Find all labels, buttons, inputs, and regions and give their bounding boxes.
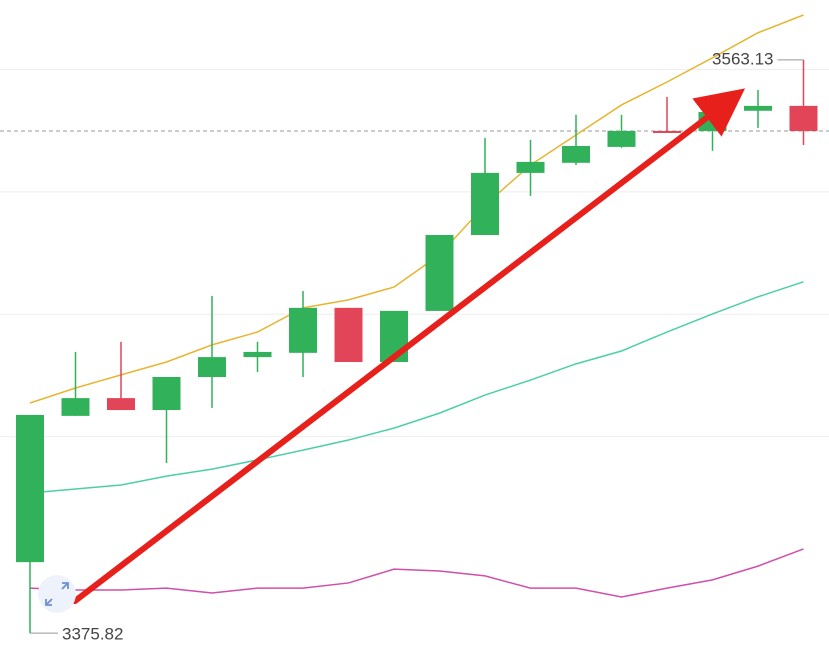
candle-body bbox=[61, 398, 90, 416]
expand-button[interactable] bbox=[38, 575, 76, 613]
candle-body bbox=[425, 235, 454, 311]
candle-body bbox=[653, 130, 681, 133]
low-label: 3375.82 bbox=[62, 625, 123, 644]
annotations: 3563.13 3375.82 bbox=[30, 49, 804, 644]
candle-body bbox=[198, 357, 226, 378]
candle-body bbox=[562, 145, 590, 163]
candle-body bbox=[334, 307, 363, 363]
lines bbox=[29, 14, 804, 598]
ma-line bbox=[29, 281, 804, 494]
candles bbox=[16, 59, 818, 634]
ma-line bbox=[29, 548, 804, 598]
trend-arrow bbox=[72, 88, 746, 604]
candle-body bbox=[607, 130, 636, 147]
candle-body bbox=[516, 161, 545, 173]
candle-body bbox=[471, 172, 499, 236]
candle-body bbox=[243, 351, 272, 358]
candle-body bbox=[744, 105, 772, 111]
candle-body bbox=[789, 105, 818, 131]
candle-body bbox=[16, 414, 44, 563]
ma-line bbox=[29, 14, 804, 404]
candle-body bbox=[152, 377, 181, 411]
high-label: 3563.13 bbox=[712, 49, 773, 68]
candle-body bbox=[107, 398, 135, 411]
candle-body bbox=[289, 307, 317, 353]
